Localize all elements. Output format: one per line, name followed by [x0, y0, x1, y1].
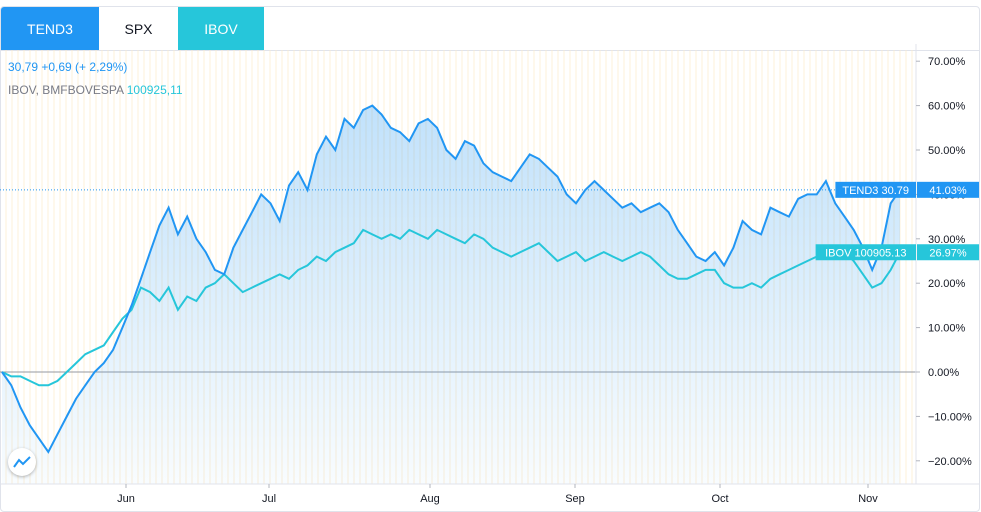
y-tick-label: −20.00%: [928, 456, 972, 468]
chart-lines: [0, 104, 916, 454]
tend3-badge-label: TEND3 30.79: [842, 185, 909, 197]
legend-ibov-value: 100925,11: [126, 83, 183, 97]
ibov-badge: IBOV 100905.13 26.97%: [815, 244, 979, 261]
y-tick-label: 50.00%: [928, 145, 966, 157]
y-tick-label: 20.00%: [928, 278, 966, 290]
tend3-badge: TEND3 30.79 41.03%: [835, 181, 979, 198]
x-tick-label: Jul: [262, 493, 276, 505]
legend-ibov: IBOV, BMFBOVESPA 100925,11: [8, 79, 183, 102]
tend3-badge-pct: 41.03%: [929, 185, 967, 197]
y-tick-label: −10.00%: [928, 411, 972, 423]
tab-ibov[interactable]: IBOV: [178, 7, 264, 50]
tradingview-logo-icon[interactable]: [8, 448, 36, 476]
chart-areas: [2, 105, 900, 484]
legend-tend3: 30,79 +0,69 (+ 2,29%): [8, 60, 128, 74]
symbol-tabs: TEND3 SPX IBOV: [1, 7, 264, 50]
tab-spx[interactable]: SPX: [99, 7, 178, 50]
ibov-line: [1, 228, 901, 387]
y-tick-label: 10.00%: [928, 323, 966, 335]
y-tick-label: 30.00%: [928, 234, 966, 246]
x-tick-label: Nov: [858, 493, 878, 505]
y-tick-label: 60.00%: [928, 101, 966, 113]
price-badges: TEND3 30.79 41.03% IBOV 100905.13 26.97%: [815, 181, 979, 261]
tab-tend3[interactable]: TEND3: [1, 7, 99, 50]
x-tick-label: Aug: [420, 493, 440, 505]
legend: 30,79 +0,69 (+ 2,29%) IBOV, BMFBOVESPA 1…: [8, 56, 183, 102]
y-tick-label: 0.00%: [928, 367, 959, 379]
y-tick-label: 70.00%: [928, 56, 966, 68]
legend-ibov-label: IBOV, BMFBOVESPA: [8, 83, 124, 97]
x-tick-label: Oct: [711, 493, 728, 505]
x-tick-label: Jun: [117, 493, 135, 505]
ibov-badge-pct: 26.97%: [929, 247, 967, 259]
x-tick-label: Sep: [565, 493, 585, 505]
tend3-area: [2, 105, 900, 484]
y-axis: 70.00%60.00%50.00%40.00%30.00%20.00%10.0…: [915, 44, 972, 484]
x-axis: Jun Jul Aug Sep Oct Nov: [0, 483, 980, 505]
tabs-divider: [1, 50, 979, 51]
ibov-badge-label: IBOV 100905.13: [825, 247, 906, 259]
tend3-line: [1, 104, 901, 454]
